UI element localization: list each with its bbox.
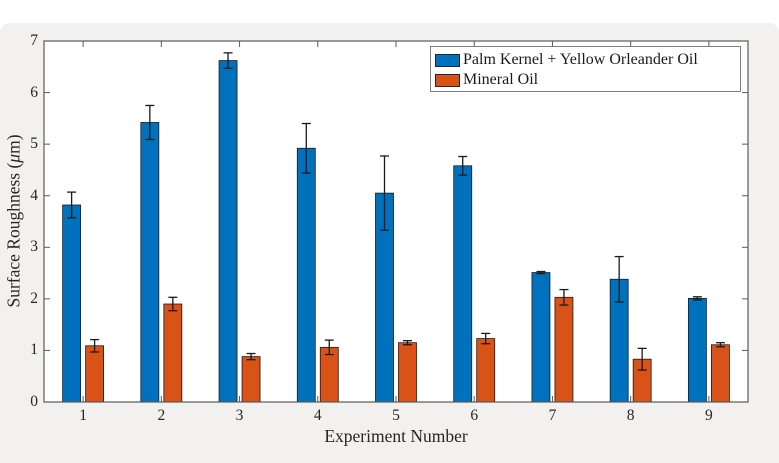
y-axis-label-text: Surface Roughness ( (3, 162, 24, 308)
y-tick-label: 6 (30, 83, 38, 101)
y-tick-label: 3 (30, 238, 38, 256)
legend-label: Mineral Oil (463, 71, 539, 88)
y-tick-label: 2 (30, 289, 38, 307)
y-tick-label: 1 (30, 341, 38, 359)
plot-area (44, 41, 748, 402)
x-tick-label: 2 (157, 407, 166, 424)
legend-box: Palm Kernel + Yellow Orleander Oil Miner… (430, 46, 741, 92)
x-tick-label: 8 (626, 407, 635, 424)
legend-entry-mineral-oil: Mineral Oil (431, 70, 740, 90)
x-tick-label: 9 (705, 407, 713, 424)
x-tick-label: 4 (313, 407, 322, 424)
legend-label: Palm Kernel + Yellow Orleander Oil (463, 51, 698, 68)
x-tick-label: 6 (470, 407, 479, 424)
x-tick-label: 5 (392, 407, 400, 424)
legend-swatch-blue (435, 53, 460, 67)
mu-symbol: μ (3, 153, 24, 163)
x-tick-label: 3 (235, 407, 244, 424)
legend-entry-palm-kernel: Palm Kernel + Yellow Orleander Oil (431, 50, 740, 70)
y-axis-label: Surface Roughness (μm) (4, 134, 25, 307)
y-tick-label: 7 (30, 32, 38, 49)
y-tick-label: 4 (30, 186, 38, 204)
legend-swatch-orange (435, 73, 460, 87)
x-tick-label: 7 (548, 407, 557, 424)
x-tick-label: 1 (79, 407, 87, 424)
y-tick-label: 0 (30, 393, 38, 410)
x-axis-label: Experiment Number (324, 426, 468, 446)
y-tick-label: 5 (30, 135, 38, 153)
